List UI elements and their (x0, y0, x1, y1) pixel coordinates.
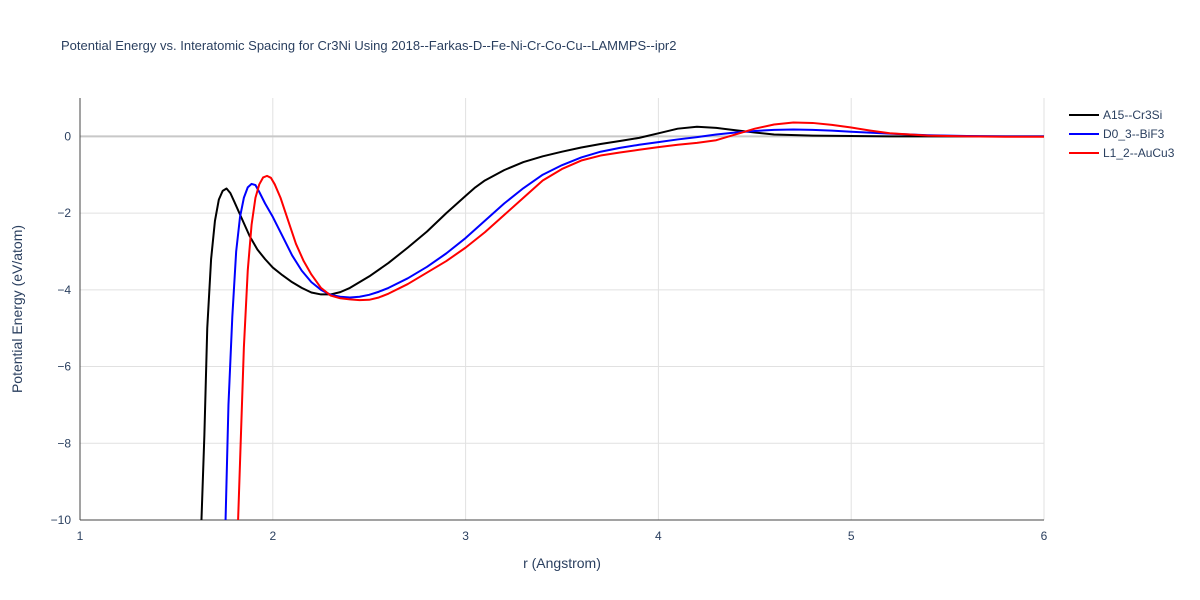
legend-item[interactable]: D0_3--BiF3 (1069, 127, 1165, 141)
x-axis-title: r (Angstrom) (523, 555, 601, 571)
y-tick-label: −10 (51, 513, 72, 527)
y-tick-label: −4 (57, 283, 71, 297)
x-tick-label: 1 (77, 529, 84, 543)
x-tick-label: 5 (848, 529, 855, 543)
series-line (224, 128, 1044, 520)
series-line (237, 121, 1044, 520)
legend-item[interactable]: L1_2--AuCu3 (1069, 146, 1175, 160)
y-tick-label: −2 (57, 206, 71, 220)
axes (79, 98, 1044, 521)
legend[interactable]: A15--Cr3Si D0_3--BiF3 L1_2--AuCu3 (1069, 108, 1175, 160)
grid-lines (80, 98, 1045, 520)
x-tick-label: 2 (269, 529, 276, 543)
tick-labels: 1 2 3 4 5 6 0 −2 −4 −6 −8 −10 (51, 129, 1048, 543)
series-line (200, 125, 1044, 520)
chart-title: Potential Energy vs. Interatomic Spacing… (61, 38, 677, 53)
x-tick-label: 6 (1041, 529, 1048, 543)
y-axis-title: Potential Energy (eV/atom) (9, 225, 25, 393)
series-lines (200, 121, 1044, 520)
y-tick-label: −8 (57, 436, 71, 450)
legend-label: A15--Cr3Si (1103, 108, 1162, 122)
y-tick-label: 0 (64, 129, 71, 143)
legend-label: D0_3--BiF3 (1103, 127, 1165, 141)
legend-label: L1_2--AuCu3 (1103, 146, 1175, 160)
y-tick-label: −6 (57, 360, 71, 374)
x-tick-label: 3 (462, 529, 469, 543)
legend-item[interactable]: A15--Cr3Si (1069, 108, 1162, 122)
x-tick-label: 4 (655, 529, 662, 543)
